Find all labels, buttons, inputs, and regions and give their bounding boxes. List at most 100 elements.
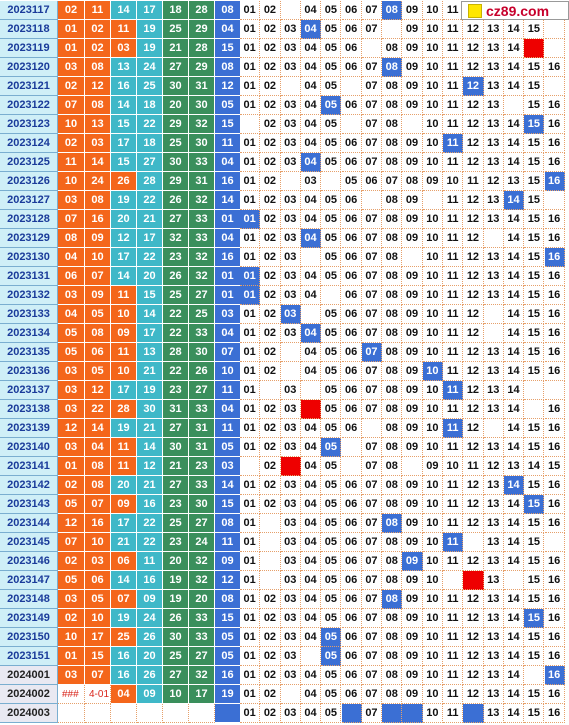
blue-trend-cell: 06: [341, 58, 362, 77]
red-ball-cell: 21: [137, 362, 163, 381]
blue-trend-cell: 06: [341, 191, 362, 210]
blue-trend-cell: 01: [240, 229, 261, 248]
red-ball-cell: 03: [58, 191, 85, 210]
red-ball-cell: 02: [85, 20, 111, 39]
red-ball-cell: 02: [58, 77, 85, 96]
blue-trend-cell: 14: [503, 115, 525, 134]
blue-trend-cell: 07: [361, 590, 383, 609]
red-ball-cell: 25: [137, 77, 163, 96]
blue-trend-cell: 03: [280, 666, 301, 685]
blue-trend-cell: 10: [422, 514, 443, 533]
blue-ball-cell: 04: [215, 400, 240, 419]
blue-trend-cell: 15: [524, 647, 545, 666]
red-ball-cell: 30: [189, 343, 215, 362]
blue-trend-cell: 08: [382, 666, 403, 685]
blue-trend-cell: 09: [402, 134, 423, 153]
blue-ball-cell: 14: [215, 191, 240, 210]
blue-trend-cell: 15: [524, 324, 545, 343]
blue-trend-cell: 11: [443, 305, 464, 324]
red-ball-cell: 27: [137, 153, 163, 172]
blue-trend-cell: 02: [260, 362, 281, 381]
period-label: 2023142: [0, 476, 58, 495]
red-ball-cell: 10: [85, 609, 111, 628]
blue-trend-cell: 14: [524, 457, 545, 476]
red-ball-cell: 10: [85, 533, 111, 552]
red-ball-cell: 21: [137, 210, 163, 229]
blue-trend-cell: 05: [321, 400, 342, 419]
red-ball-cell: 12: [111, 229, 137, 248]
blue-trend-cell: 12: [463, 552, 484, 571]
red-ball-cell: 08: [85, 324, 111, 343]
blue-trend-cell: 04: [300, 77, 322, 96]
red-ball-cell: 27: [163, 210, 189, 229]
blue-trend-cell: 05: [321, 343, 342, 362]
blue-ball-cell: 01: [215, 210, 240, 229]
blue-trend-cell: 11: [443, 628, 464, 647]
blue-trend-cell: 08: [382, 362, 403, 381]
blue-trend-cell: 06: [341, 533, 362, 552]
blue-trend-cell: 13: [483, 210, 504, 229]
blue-trend-cell: [483, 324, 504, 343]
blue-trend-cell: 08: [382, 305, 403, 324]
site-logo[interactable]: cz89.com: [461, 1, 569, 20]
blue-trend-cell: 10: [422, 552, 443, 571]
blue-trend-cell: 09: [402, 552, 423, 571]
blue-trend-cell: 04: [300, 191, 322, 210]
blue-trend-cell: 02: [260, 286, 281, 305]
red-ball-cell: 25: [163, 286, 189, 305]
blue-trend-cell: 09: [402, 438, 423, 457]
blue-trend-cell: 03: [280, 533, 301, 552]
red-ball-cell: 20: [137, 647, 163, 666]
blue-trend-cell: 05: [321, 134, 342, 153]
red-ball-cell: 29: [163, 172, 189, 191]
blue-trend-cell: 13: [483, 552, 504, 571]
red-ball-cell: 22: [137, 533, 163, 552]
red-ball-cell: 09: [111, 495, 137, 514]
red-ball-cell: 22: [137, 191, 163, 210]
blue-trend-cell: [260, 514, 281, 533]
blue-trend-cell: 02: [260, 647, 281, 666]
red-ball-cell: 07: [85, 267, 111, 286]
blue-trend-cell: [300, 381, 322, 400]
blue-trend-cell: 01: [240, 39, 261, 58]
blue-trend-cell: 05: [321, 248, 342, 267]
red-ball-cell: 33: [189, 609, 215, 628]
blue-trend-cell: 02: [260, 115, 281, 134]
blue-trend-cell: 07: [361, 533, 383, 552]
blue-trend-cell: 15: [544, 457, 565, 476]
red-ball-cell: 20: [111, 476, 137, 495]
blue-trend-cell: 13: [483, 590, 504, 609]
blue-trend-cell: [382, 704, 403, 723]
blue-ball-cell: 14: [215, 476, 240, 495]
blue-trend-cell: 02: [260, 400, 281, 419]
period-label: 2023124: [0, 134, 58, 153]
red-ball-cell: 25: [189, 305, 215, 324]
blue-trend-cell: 07: [361, 628, 383, 647]
blue-ball-cell: 15: [215, 39, 240, 58]
blue-trend-cell: 12: [463, 362, 484, 381]
blue-trend-cell: 09: [402, 381, 423, 400]
blue-trend-cell: 11: [443, 609, 464, 628]
blue-trend-cell: 13: [483, 286, 504, 305]
red-ball-cell: 17: [137, 324, 163, 343]
blue-trend-cell: 13: [483, 647, 504, 666]
blue-trend-cell: 06: [341, 685, 362, 704]
blue-ball-cell: 16: [215, 172, 240, 191]
blue-trend-cell: 03: [280, 153, 301, 172]
blue-trend-cell: 02: [260, 685, 281, 704]
blue-trend-cell: 15: [524, 305, 545, 324]
blue-trend-cell: 13: [483, 77, 504, 96]
red-ball-cell: 04: [58, 305, 85, 324]
period-label: 2023136: [0, 362, 58, 381]
blue-trend-cell: 03: [280, 210, 301, 229]
blue-trend-cell: 15: [524, 343, 545, 362]
blue-trend-cell: 15: [524, 210, 545, 229]
blue-trend-cell: 16: [544, 248, 565, 267]
red-ball-cell: 19: [111, 419, 137, 438]
blue-trend-cell: 14: [503, 590, 525, 609]
red-ball-cell: 18: [137, 134, 163, 153]
blue-trend-cell: 12: [463, 77, 484, 96]
blue-trend-cell: 01: [240, 685, 261, 704]
blue-trend-cell: 06: [341, 229, 362, 248]
red-ball-cell: 04: [85, 438, 111, 457]
